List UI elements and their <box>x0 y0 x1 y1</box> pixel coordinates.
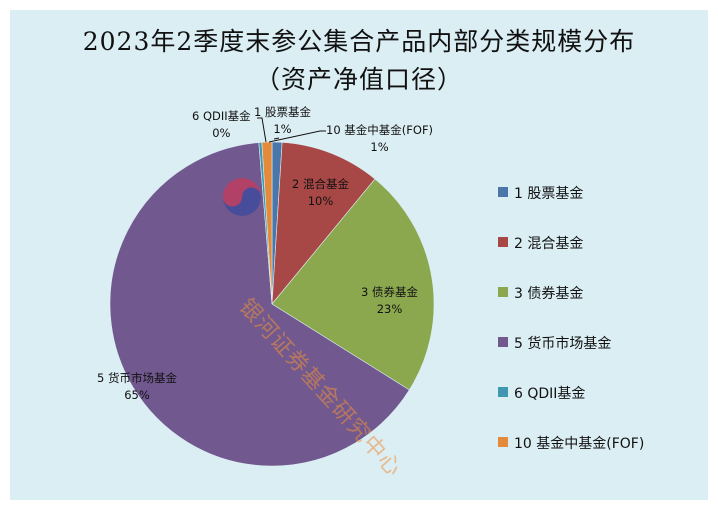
data-label-qdii: 6 QDII基金 0% <box>192 108 251 142</box>
legend-swatch-icon <box>498 287 508 297</box>
pie-slice <box>271 141 376 305</box>
legend-item-bond: 3 债券基金 <box>498 283 644 333</box>
chart-title: 2023年2季度末参公集合产品内部分类规模分布 <box>82 27 636 56</box>
data-label-value: 23% <box>376 302 403 316</box>
data-label-value: 0% <box>212 126 231 140</box>
data-label-fof: 10 基金中基金(FOF) 1% <box>326 122 433 156</box>
leader-line-fof <box>268 130 326 143</box>
legend-item-fof: 10 基金中基金(FOF) <box>498 433 644 483</box>
legend-label: 3 债券基金 <box>514 286 584 302</box>
legend-label: 2 混合基金 <box>514 236 584 252</box>
data-label-value: 10% <box>307 194 334 208</box>
legend-item-qdii: 6 QDII基金 <box>498 383 644 433</box>
legend-swatch-icon <box>498 437 508 447</box>
data-label-bond: 3 债券基金 23% <box>361 284 418 318</box>
data-label-name: 3 债券基金 <box>361 285 418 299</box>
legend-item-stock: 1 股票基金 <box>498 183 644 233</box>
chart-legend: 1 股票基金 2 混合基金 3 债券基金 5 货币市场基金 6 QDII基金 1… <box>498 183 644 483</box>
legend-item-hybrid: 2 混合基金 <box>498 233 644 283</box>
legend-label: 6 QDII基金 <box>514 386 586 402</box>
legend-label: 10 基金中基金(FOF) <box>514 436 645 452</box>
leader-line-qdii <box>257 117 267 143</box>
data-label-value: 65% <box>124 388 150 402</box>
pie-slices <box>109 141 435 467</box>
pie-slice <box>261 141 273 305</box>
leader-lines <box>257 117 326 143</box>
data-label-name: 1 股票基金 <box>254 105 311 119</box>
legend-label: 5 货币市场基金 <box>514 336 612 352</box>
legend-swatch-icon <box>498 187 508 197</box>
data-label-value: 1% <box>273 122 292 136</box>
legend-label: 1 股票基金 <box>514 186 584 202</box>
pie-slice <box>271 178 435 391</box>
data-label-name: 6 QDII基金 <box>192 109 251 123</box>
pie-slice <box>109 142 410 467</box>
legend-swatch-icon <box>498 237 508 247</box>
data-label-value: 1% <box>370 140 389 154</box>
data-label-name: 10 基金中基金(FOF) <box>326 123 434 137</box>
data-label-name: 5 货币市场基金 <box>97 371 177 385</box>
watermark-logo-icon <box>223 178 261 216</box>
legend-swatch-icon <box>498 387 508 397</box>
data-label-name: 2 混合基金 <box>292 177 349 191</box>
data-label-stock: 1 股票基金 1% <box>254 104 311 138</box>
leader-line-stock <box>273 137 280 140</box>
legend-swatch-icon <box>498 337 508 347</box>
data-label-money-market: 5 货币市场基金 65% <box>97 370 177 404</box>
legend-item-money-market: 5 货币市场基金 <box>498 333 644 383</box>
chart-subtitle: （资产净值口径） <box>254 65 463 94</box>
data-label-hybrid: 2 混合基金 10% <box>292 176 349 210</box>
